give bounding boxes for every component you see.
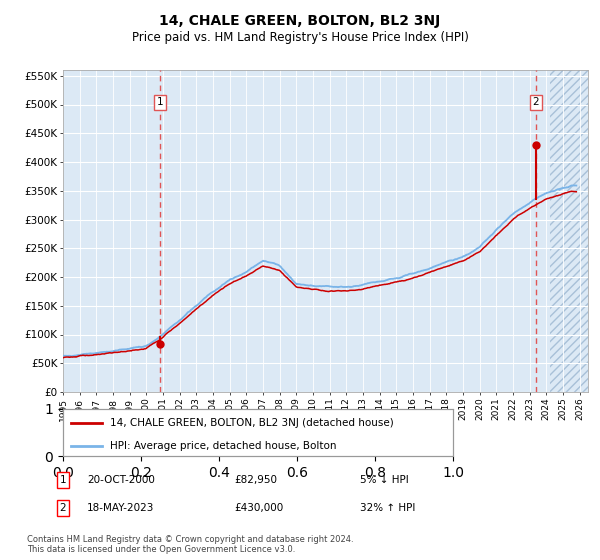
Text: £430,000: £430,000	[234, 503, 283, 513]
Text: £82,950: £82,950	[234, 475, 277, 485]
Text: 20-OCT-2000: 20-OCT-2000	[87, 475, 155, 485]
Text: 14, CHALE GREEN, BOLTON, BL2 3NJ (detached house): 14, CHALE GREEN, BOLTON, BL2 3NJ (detach…	[110, 418, 394, 428]
Text: 18-MAY-2023: 18-MAY-2023	[87, 503, 154, 513]
Text: Contains HM Land Registry data © Crown copyright and database right 2024.
This d: Contains HM Land Registry data © Crown c…	[27, 535, 353, 554]
Text: Price paid vs. HM Land Registry's House Price Index (HPI): Price paid vs. HM Land Registry's House …	[131, 31, 469, 44]
Bar	[550, 70, 588, 392]
Text: 2: 2	[59, 503, 67, 513]
Text: 14, CHALE GREEN, BOLTON, BL2 3NJ: 14, CHALE GREEN, BOLTON, BL2 3NJ	[160, 14, 440, 28]
Text: 1: 1	[157, 97, 163, 107]
Text: HPI: Average price, detached house, Bolton: HPI: Average price, detached house, Bolt…	[110, 441, 337, 451]
Text: 32% ↑ HPI: 32% ↑ HPI	[360, 503, 415, 513]
Text: 2: 2	[533, 97, 539, 107]
Text: 5% ↓ HPI: 5% ↓ HPI	[360, 475, 409, 485]
Text: 1: 1	[59, 475, 67, 485]
